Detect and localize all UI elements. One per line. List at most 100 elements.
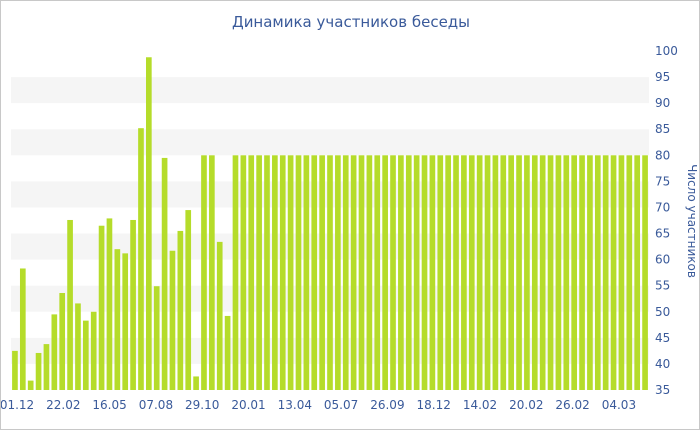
x-tick-label: 13.04: [278, 398, 312, 412]
bar: [516, 155, 522, 390]
bar: [82, 320, 89, 390]
x-tick-label: 26.02: [555, 398, 589, 412]
bar: [429, 155, 436, 390]
y-tick-label: 75: [655, 174, 670, 188]
grid-band: [11, 77, 649, 104]
bar: [445, 155, 451, 390]
y-tick-label: 45: [655, 331, 670, 345]
x-tick-label: 05.07: [324, 398, 358, 412]
bar: [51, 314, 58, 390]
grid-band: [11, 129, 649, 156]
bar: [287, 155, 294, 390]
bar: [138, 128, 144, 390]
y-axis-label: Число участников: [685, 164, 699, 278]
x-tick-label: 07.08: [139, 398, 173, 412]
bar: [264, 155, 270, 390]
bar: [484, 155, 491, 390]
bar: [59, 292, 66, 390]
bar: [342, 155, 349, 390]
bar-series: [12, 57, 648, 390]
bar: [563, 155, 570, 390]
bar: [201, 155, 207, 390]
bar: [27, 380, 34, 390]
y-tick-label: 60: [655, 253, 670, 267]
bar: [169, 250, 176, 390]
y-tick-label: 100: [655, 44, 678, 58]
bar: [594, 155, 601, 390]
bar: [453, 155, 459, 390]
bar: [106, 218, 113, 390]
bar: [90, 311, 97, 390]
bar: [193, 376, 199, 390]
bar: [539, 155, 546, 390]
x-tick-label: 01.12: [1, 398, 34, 412]
bar: [531, 155, 538, 390]
x-tick-label: 16.05: [92, 398, 126, 412]
bar: [75, 303, 81, 390]
bar: [421, 155, 428, 390]
bar: [350, 155, 357, 390]
bar: [602, 155, 609, 390]
bar: [634, 155, 641, 390]
y-axis-ticks: 35 40 45 50 55 60 65 70 75 80 85 90 95 100: [655, 44, 678, 397]
bar: [67, 219, 73, 390]
bar: [382, 155, 388, 390]
x-tick-label: 22.02: [46, 398, 80, 412]
bar: [35, 352, 42, 390]
bar: [437, 155, 444, 390]
bar: [366, 155, 373, 390]
bar: [618, 155, 625, 390]
x-tick-label: 20.02: [509, 398, 543, 412]
bar: [177, 230, 184, 390]
bar: [587, 155, 593, 390]
bar: [216, 241, 223, 390]
bar: [161, 157, 168, 390]
x-tick-label: 20.01: [231, 398, 265, 412]
bar: [571, 155, 578, 390]
y-tick-label: 95: [655, 70, 670, 84]
bar: [98, 225, 105, 390]
bar: [153, 286, 160, 390]
bar: [413, 155, 420, 390]
bar: [405, 155, 412, 390]
bar: [547, 155, 554, 390]
y-tick-label: 80: [655, 148, 670, 162]
x-tick-label: 04.03: [602, 398, 636, 412]
x-tick-label: 18.12: [417, 398, 451, 412]
bar: [642, 155, 648, 390]
bar: [279, 155, 286, 390]
chart-title: Динамика участников беседы: [231, 13, 471, 31]
bar: [398, 155, 404, 390]
bar: [240, 155, 247, 390]
bar: [610, 155, 617, 390]
bar: [358, 155, 365, 390]
y-tick-label: 55: [655, 279, 670, 293]
bar: [256, 155, 262, 390]
bar: [327, 155, 333, 390]
bar: [476, 155, 483, 390]
bar: [43, 344, 50, 390]
bar: [579, 155, 585, 390]
x-axis-ticks: 01.12 22.02 16.05 07.08 29.10 20.01 13.04 05.07…: [1, 398, 636, 412]
bar: [122, 253, 129, 390]
bar: [508, 155, 514, 390]
bar: [311, 155, 318, 390]
bar: [248, 155, 255, 390]
bar: [303, 155, 310, 390]
y-tick-label: 70: [655, 200, 670, 214]
bar: [146, 57, 152, 390]
bar: [374, 155, 381, 390]
x-tick-label: 14.02: [463, 398, 497, 412]
y-tick-label: 35: [655, 383, 670, 397]
y-tick-label: 90: [655, 96, 670, 110]
bar: [185, 210, 192, 390]
bar: [319, 155, 325, 390]
y-tick-label: 40: [655, 357, 670, 371]
x-tick-label: 29.10: [185, 398, 219, 412]
bar: [295, 155, 302, 390]
y-tick-label: 50: [655, 305, 670, 319]
bar: [335, 155, 341, 390]
bar: [224, 315, 231, 390]
